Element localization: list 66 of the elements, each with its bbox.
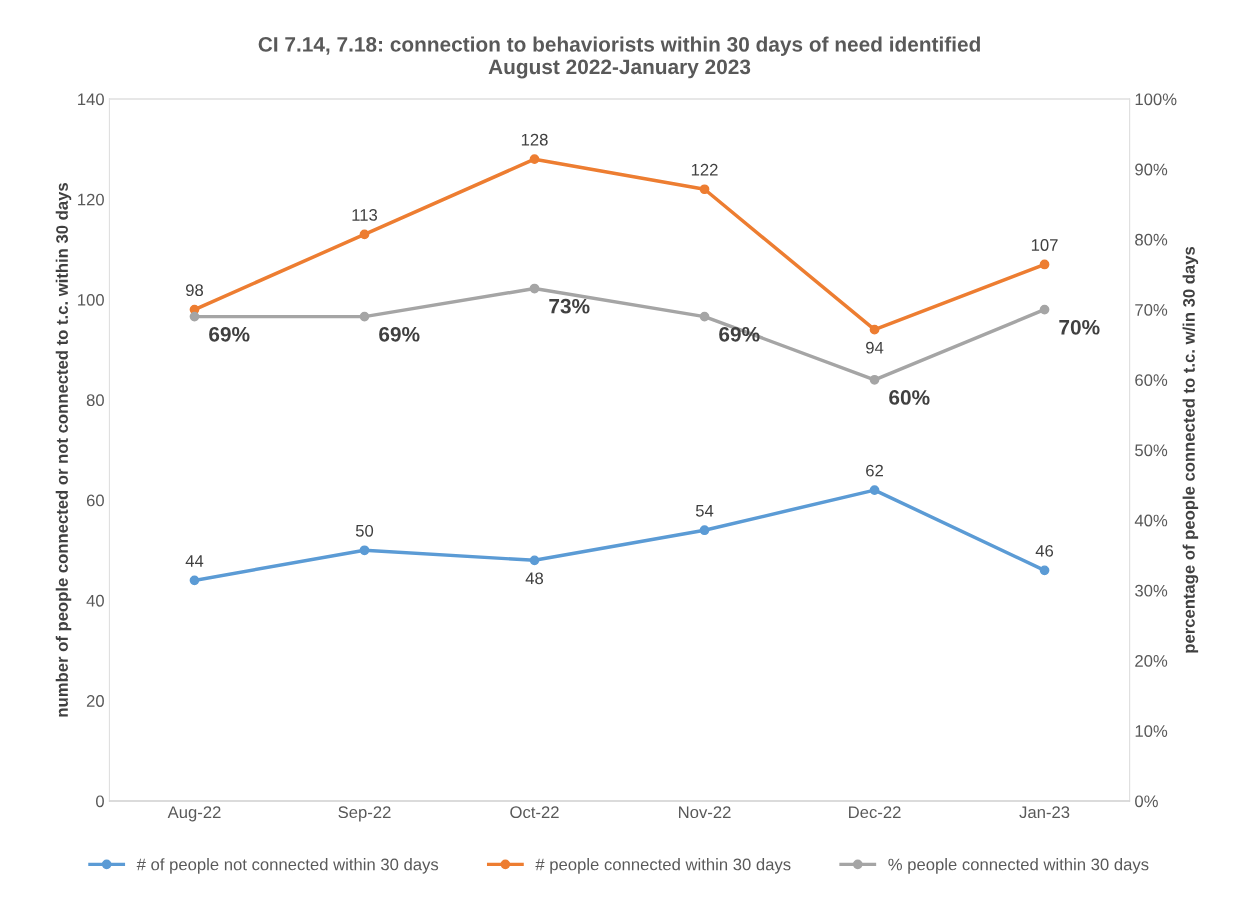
point [529,555,540,566]
y-tick-label: 40 [86,594,104,607]
data-label: 60% [889,390,930,405]
data-label: 44 [185,555,204,567]
x-tick-label: Sep-22 [338,806,391,822]
data-label: 50 [355,524,374,537]
x-tick-label: Jan-23 [1019,806,1070,819]
point [699,311,710,322]
legend-label: % people connected within 30 days [888,858,1149,874]
data-label: 73% [549,298,590,314]
point [869,374,880,385]
y-tick-label: 80 [86,394,104,407]
x-tick-label: Dec-22 [849,806,901,819]
y2-tick-label: 20% [1135,655,1168,667]
y2-tick-label: 40% [1134,514,1168,527]
y2-tick-label: 0% [1135,795,1158,808]
y-tick-label: 140 [78,93,104,106]
y2-tick-label: 90% [1135,163,1168,176]
data-label: 69% [719,326,760,342]
point [529,283,540,294]
data-label: 98 [185,284,204,297]
y-tick-label: 60 [86,494,104,507]
y-tick-label: 0 [95,795,104,808]
y2-tick-label: 10% [1135,725,1168,737]
data-label: 69% [379,326,420,342]
point [869,324,880,335]
data-label: 70% [1059,319,1100,335]
data-label: 46 [1035,544,1054,557]
data-label: 107 [1031,239,1058,251]
data-label: 54 [695,505,714,517]
y-tick-label: 20 [86,695,104,707]
point [869,485,880,495]
y-tick-label: 100 [78,293,104,306]
point [189,575,200,586]
point [1039,565,1050,576]
x-tick-label: Nov-22 [679,806,731,819]
data-label: 122 [691,163,718,176]
data-label: 48 [525,572,544,585]
point [359,311,370,322]
x-tick-label: Aug-22 [167,806,221,822]
y2-tick-label: 50% [1135,444,1168,457]
point [699,525,710,536]
data-label: 69% [209,326,250,342]
chart-title: CI 7.14, 7.18: connection to behaviorists within 30 days of need identified August 2022-January 2023 [258,36,980,79]
point [699,184,710,195]
data-label: 113 [352,209,378,221]
y-axis-title: number of people connected or not connected to t.c. within 30 days [55,183,72,717]
y2-axis-title: percentage of people connected to t.c. w/in 30 days [1182,246,1199,653]
point [359,545,370,556]
y2-tick-label: 60% [1135,374,1168,386]
point [1039,304,1050,315]
point [359,229,370,240]
point [529,154,540,165]
legend-label: # of people not connected within 30 days [136,858,439,874]
legend-label: # people connected within 30 days [535,858,791,874]
data-label: 62 [866,464,883,477]
y-tick-label: 120 [78,193,104,206]
data-label: 128 [521,133,548,146]
point [189,311,200,322]
y2-tick-label: 70% [1135,304,1168,316]
y2-tick-label: 30% [1135,584,1168,597]
y2-tick-label: 100% [1135,93,1177,106]
x-tick-label: Oct-22 [510,806,559,819]
point [1039,259,1050,270]
data-label: 94 [866,341,884,354]
y2-tick-label: 80% [1135,233,1168,246]
